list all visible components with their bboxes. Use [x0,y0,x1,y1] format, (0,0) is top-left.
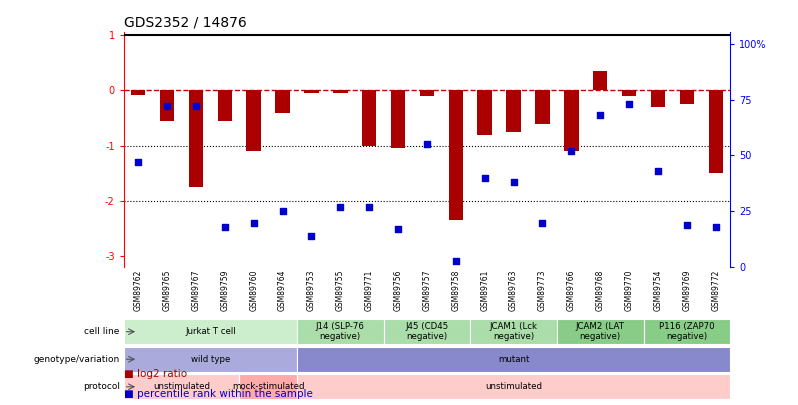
Point [219,224,231,230]
FancyBboxPatch shape [643,319,730,344]
Point [334,204,346,210]
Bar [420,90,434,96]
Point [363,204,376,210]
Text: GSM89766: GSM89766 [567,270,576,311]
Text: GSM89753: GSM89753 [307,270,316,311]
Point [594,112,606,118]
Bar [593,71,607,90]
Bar [564,90,579,151]
Text: GSM89772: GSM89772 [711,270,721,311]
Bar [362,90,377,146]
Bar [507,90,521,132]
Text: GSM89764: GSM89764 [278,270,287,311]
Bar [131,90,145,95]
Bar [247,90,261,151]
Text: J14 (SLP-76
negative): J14 (SLP-76 negative) [316,322,365,341]
Text: Jurkat T cell: Jurkat T cell [185,327,235,336]
FancyBboxPatch shape [124,319,297,344]
Text: J45 (CD45
negative): J45 (CD45 negative) [405,322,448,341]
FancyBboxPatch shape [557,319,643,344]
Point [305,233,318,239]
Bar [680,90,694,104]
Text: mock-stimulated: mock-stimulated [232,382,304,391]
Text: GSM89755: GSM89755 [336,270,345,311]
Bar [391,90,405,149]
Text: GSM89762: GSM89762 [133,270,143,311]
Text: GSM89765: GSM89765 [163,270,172,311]
Text: P116 (ZAP70
negative): P116 (ZAP70 negative) [659,322,715,341]
FancyBboxPatch shape [124,347,297,372]
FancyBboxPatch shape [297,319,384,344]
Bar [218,90,232,121]
Point [276,208,289,215]
Point [565,148,578,154]
Point [622,101,635,107]
FancyBboxPatch shape [470,319,557,344]
Point [478,175,491,181]
Text: genotype/variation: genotype/variation [34,355,120,364]
Text: GSM89754: GSM89754 [654,270,662,311]
Bar [622,90,636,96]
Text: GSM89767: GSM89767 [192,270,200,311]
Point [681,222,693,228]
Text: GSM89769: GSM89769 [682,270,691,311]
Text: wild type: wild type [191,355,230,364]
Point [160,103,173,109]
Text: JCAM1 (Lck
negative): JCAM1 (Lck negative) [489,322,538,341]
Bar [448,90,463,220]
Point [652,168,665,174]
FancyBboxPatch shape [384,319,470,344]
Text: unstimulated: unstimulated [153,382,210,391]
Text: GSM89771: GSM89771 [365,270,373,311]
Text: GSM89773: GSM89773 [538,270,547,311]
Text: JCAM2 (LAT
negative): JCAM2 (LAT negative) [575,322,625,341]
Point [189,103,202,109]
FancyBboxPatch shape [124,374,239,399]
Bar [709,90,723,173]
Text: ■ percentile rank within the sample: ■ percentile rank within the sample [124,389,313,399]
Point [449,257,462,264]
FancyBboxPatch shape [297,347,730,372]
Text: GSM89756: GSM89756 [393,270,402,311]
Bar [160,90,174,121]
Bar [304,90,318,93]
Text: GSM89770: GSM89770 [625,270,634,311]
Point [392,226,405,232]
Text: unstimulated: unstimulated [485,382,542,391]
Point [508,179,520,185]
Text: GSM89763: GSM89763 [509,270,518,311]
Text: GSM89758: GSM89758 [452,270,460,311]
Text: mutant: mutant [498,355,529,364]
Point [709,224,722,230]
Text: GSM89759: GSM89759 [220,270,229,311]
Text: GSM89768: GSM89768 [596,270,605,311]
Point [421,141,433,147]
FancyBboxPatch shape [297,374,730,399]
Text: ■ log2 ratio: ■ log2 ratio [124,369,187,379]
Text: GSM89761: GSM89761 [480,270,489,311]
FancyBboxPatch shape [239,374,297,399]
Bar [275,90,290,113]
Text: cell line: cell line [85,327,120,336]
Bar [535,90,550,124]
Bar [650,90,666,107]
Bar [188,90,203,187]
Bar [333,90,347,93]
Bar [477,90,492,134]
Text: GSM89760: GSM89760 [249,270,258,311]
Text: protocol: protocol [83,382,120,391]
Text: GDS2352 / 14876: GDS2352 / 14876 [124,16,247,30]
Point [247,220,260,226]
Point [132,159,144,165]
Point [536,220,549,226]
Text: GSM89757: GSM89757 [422,270,432,311]
